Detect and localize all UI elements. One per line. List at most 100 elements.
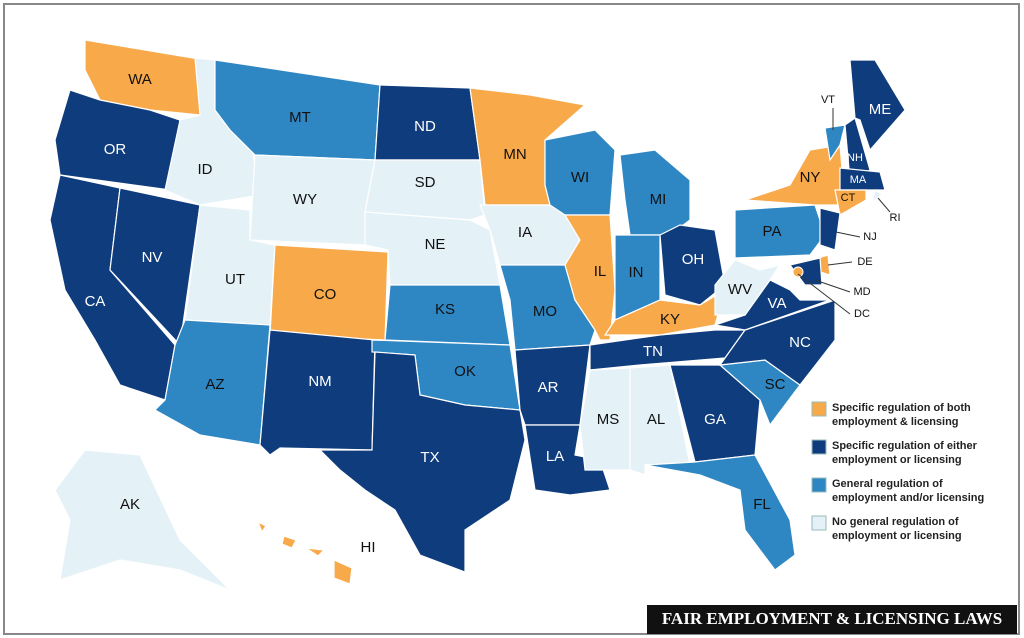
state-label: CT — [841, 192, 856, 204]
legend-label: employment and/or licensing — [832, 492, 984, 504]
legend-swatch — [811, 401, 827, 417]
leader-line — [877, 197, 891, 213]
state: LA — [524, 424, 611, 496]
legend-swatch — [811, 477, 827, 493]
state: NV — [109, 187, 201, 347]
state: CO — [269, 244, 389, 341]
state-label: OR — [104, 141, 127, 158]
state-shape — [579, 367, 631, 471]
state: KS — [384, 284, 511, 346]
state-label: NM — [308, 373, 331, 390]
legend-label: Specific regulation of either — [832, 440, 978, 452]
state: NJ — [819, 207, 877, 251]
state: CT — [834, 189, 867, 216]
state-label: ME — [869, 101, 892, 118]
state: SD — [364, 159, 486, 221]
state-shape — [524, 424, 611, 496]
legend-label: employment & licensing — [832, 416, 959, 428]
state-label: HI — [361, 539, 376, 556]
state-label: MO — [533, 303, 557, 320]
state: VT — [821, 94, 846, 162]
state-label: GA — [704, 411, 726, 428]
state-label: FL — [753, 496, 771, 513]
legend-swatch — [811, 515, 827, 531]
state: WY — [249, 154, 376, 246]
state-shape — [718, 299, 836, 386]
state-label: NC — [789, 334, 811, 351]
state-shape — [714, 259, 782, 316]
state: OH — [659, 224, 726, 306]
state: FL — [644, 454, 796, 571]
state-label: KS — [435, 301, 455, 318]
state: AR — [514, 344, 591, 426]
state-shape — [256, 520, 267, 534]
state-label: CO — [314, 286, 337, 303]
state-shape — [364, 159, 486, 221]
state-label: OH — [682, 251, 705, 268]
state-label: DC — [854, 308, 870, 320]
state-label: AZ — [205, 376, 224, 393]
state-shape — [563, 214, 616, 341]
state-shape — [788, 257, 823, 286]
state: AK — [54, 449, 231, 591]
state: HI — [256, 520, 376, 585]
state-shape — [644, 454, 796, 571]
state: ND — [374, 84, 481, 161]
state: RI — [870, 189, 901, 224]
leader-line — [835, 231, 861, 238]
state-label: SD — [415, 174, 436, 191]
leader-line — [827, 261, 853, 266]
state-label: TN — [643, 343, 663, 360]
state-shape — [318, 351, 526, 573]
state-label: NV — [142, 249, 163, 266]
state-label: KY — [660, 311, 680, 328]
state-shape — [54, 449, 231, 591]
state-label: ID — [198, 161, 213, 178]
state: MS — [579, 367, 631, 471]
state-label: RI — [890, 212, 901, 224]
state-label: CA — [85, 293, 106, 310]
state-label: IN — [629, 264, 644, 281]
state-label: WY — [293, 191, 317, 208]
state: NC — [718, 299, 836, 386]
legend-swatch — [811, 439, 827, 455]
state-shape — [305, 547, 326, 557]
state-shape — [870, 189, 884, 204]
state-label: PA — [763, 223, 782, 240]
state-shape — [844, 117, 871, 181]
state-shape — [281, 535, 297, 549]
legend-label: employment or licensing — [832, 530, 962, 542]
legend-label: No general regulation of — [832, 516, 959, 528]
state: WI — [544, 129, 616, 216]
state-label: DE — [857, 256, 872, 268]
state: TX — [318, 351, 526, 573]
state-label: MI — [650, 191, 667, 208]
state-shape — [834, 189, 867, 216]
state: GA — [669, 364, 761, 463]
state-label: NJ — [863, 231, 876, 243]
state-label: WV — [728, 281, 752, 298]
state: ME — [849, 59, 906, 152]
state-label: VA — [768, 295, 787, 312]
state: SC — [718, 359, 801, 427]
legend-label: employment or licensing — [832, 454, 962, 466]
state: MA — [839, 167, 886, 191]
state-label: UT — [225, 271, 245, 288]
state: MD — [788, 257, 871, 298]
title: FAIR EMPLOYMENT & LICENSING LAWS — [662, 609, 1002, 628]
state: KY — [603, 288, 726, 336]
state-label: WA — [128, 71, 152, 88]
state-shape — [734, 204, 826, 259]
state-shape — [259, 329, 376, 456]
state-label: MT — [289, 109, 311, 126]
state: NH — [844, 117, 871, 181]
state-label: LA — [546, 448, 564, 465]
state-label: MA — [850, 174, 867, 186]
state-label: VT — [821, 94, 835, 106]
leader-line — [814, 279, 851, 293]
state-label: NH — [847, 152, 863, 164]
state-label: NY — [800, 169, 821, 186]
leader-line — [797, 273, 851, 315]
state: PA — [734, 204, 826, 259]
